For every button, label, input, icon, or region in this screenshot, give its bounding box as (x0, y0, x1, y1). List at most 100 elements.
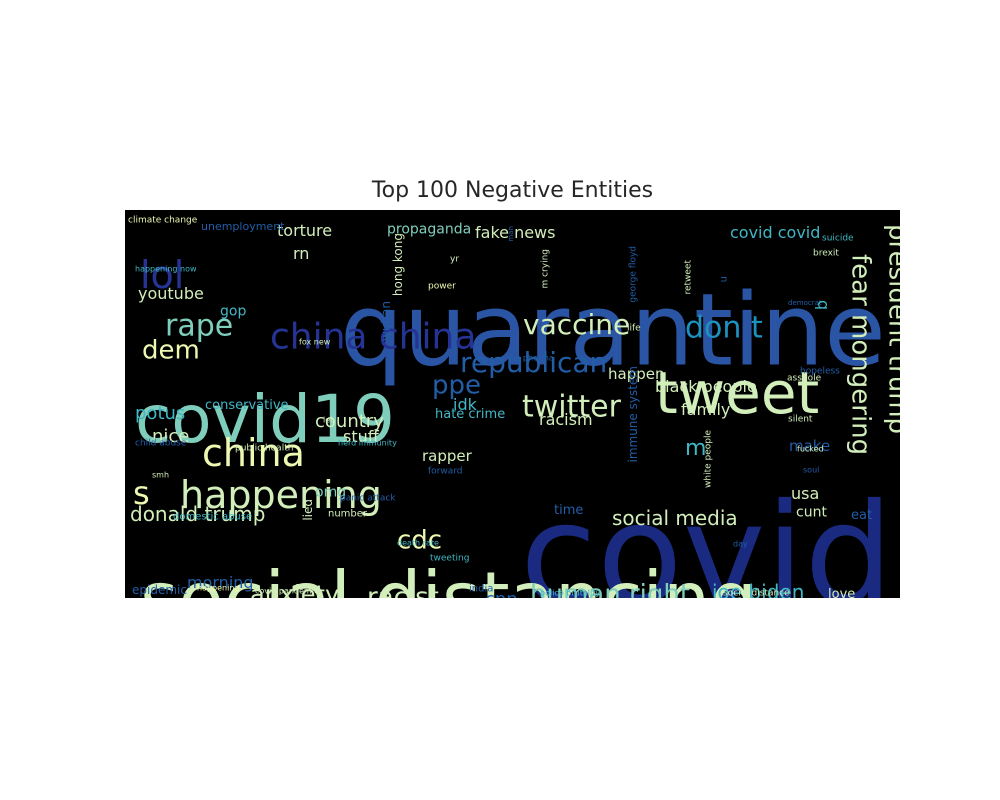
word-63: death rate (397, 539, 439, 548)
word-39: rn (293, 244, 309, 263)
word-52: love (828, 587, 855, 598)
word-84: day (733, 540, 748, 549)
word-67: covid pandemic (255, 587, 318, 596)
word-90: wuhan (379, 301, 393, 341)
word-5: china china (270, 317, 476, 358)
word-76: brexit (813, 249, 839, 259)
word-48: omg (315, 485, 346, 501)
word-71: power (428, 282, 456, 292)
word-70: forward (428, 467, 463, 477)
word-46: epidemic (132, 583, 187, 597)
word-20: human right (530, 579, 690, 598)
word-40: m (685, 436, 706, 461)
word-75: retweet (684, 260, 694, 295)
word-42: usa (791, 484, 819, 503)
word-31: happen (608, 365, 664, 383)
word-32: youtube (138, 284, 204, 303)
word-73: life (627, 324, 641, 334)
word-68: police brutality (540, 589, 600, 598)
word-1: quarantine (340, 271, 886, 388)
word-79: hopeless (800, 367, 840, 377)
word-58: child abuse (135, 439, 187, 449)
word-57: public health (235, 444, 293, 454)
word-49: conservative (205, 398, 289, 413)
word-10: vaccine (523, 308, 630, 341)
word-6: happening (180, 473, 382, 517)
word-64: tweeting (430, 554, 469, 564)
word-62: number (328, 508, 368, 519)
word-78: democrat (788, 299, 822, 307)
word-59: herd immunity (338, 439, 397, 448)
word-37: idk (453, 395, 478, 414)
word-23: donald trump (130, 502, 265, 526)
word-19: anxiety (250, 581, 339, 598)
word-86: smh (152, 471, 169, 480)
word-7: china (202, 431, 305, 475)
word-74: big pharma (508, 354, 554, 363)
word-36: propaganda (387, 222, 471, 238)
word-cloud-canvas: covid quarantine social distancing covid19 t… (128, 216, 900, 598)
word-29: stuff (343, 427, 380, 446)
word-61: domestic abuse (173, 511, 252, 522)
chart-title: Top 100 Negative Entities (371, 178, 654, 203)
word-8: lol (140, 253, 184, 297)
word-14: dem (142, 335, 200, 365)
word-65: india (469, 583, 493, 594)
word-94: george floyd (629, 246, 639, 303)
word-41: make (789, 437, 830, 455)
word-13: twitter (522, 390, 622, 425)
word-45: morning (187, 573, 254, 592)
word-72: yr (450, 255, 459, 265)
word-97: b (812, 300, 831, 310)
word-38: gop (220, 304, 246, 320)
word-16: ppe (432, 370, 481, 400)
word-25: black people (655, 377, 757, 396)
word-66: happening (197, 584, 240, 593)
word-12: republican (460, 346, 607, 379)
word-55: climate change (128, 216, 198, 226)
word-51: time (554, 503, 583, 518)
word-35: covid covid (730, 223, 820, 242)
word-83: soul (803, 466, 819, 475)
word-50: hate crime (435, 407, 505, 422)
word-89: fear mongering (846, 254, 876, 455)
word-27: potus (135, 403, 185, 424)
word-22: social media (612, 506, 738, 530)
word-82: fucked (797, 445, 824, 454)
word-15: s (133, 474, 150, 512)
word-69: social distance (723, 589, 790, 598)
word-85: let (323, 416, 333, 425)
word-80: silent (788, 415, 813, 425)
word-81: asshole (787, 374, 822, 384)
word-26: family (681, 400, 730, 419)
word-cloud: covid quarantine social distancing covid19 t… (125, 210, 900, 598)
word-17: cdc (397, 525, 442, 555)
word-24: country (315, 411, 384, 432)
word-53: eat (851, 508, 872, 523)
word-87: fox new (299, 338, 331, 347)
word-96: white people (704, 430, 714, 488)
word-33: torture (277, 221, 332, 240)
word-60: panic attack (340, 494, 396, 504)
word-34: fake news (475, 223, 555, 242)
word-11: don t (685, 311, 763, 346)
word-56: happening now (135, 265, 197, 274)
word-77: suicide (822, 234, 854, 244)
word-28: nice (152, 426, 189, 447)
word-21: joe biden (711, 580, 804, 598)
word-0: covid (520, 474, 893, 598)
word-92: immune system (626, 366, 640, 463)
word-47: cnn (485, 589, 518, 598)
word-43: cunt (796, 505, 827, 521)
word-91: hong kong (391, 233, 405, 296)
word-44: rapper (422, 447, 473, 465)
word-18: racist (367, 582, 439, 598)
word-9: rape (165, 309, 233, 344)
word-98: u (718, 276, 729, 282)
word-30: racism (539, 410, 593, 429)
word-54: unemployment (201, 220, 285, 233)
word-88: president trump (883, 224, 900, 434)
word-2: social distancing (140, 556, 757, 598)
word-99: man (507, 226, 515, 242)
word-3: covid19 (135, 381, 395, 458)
